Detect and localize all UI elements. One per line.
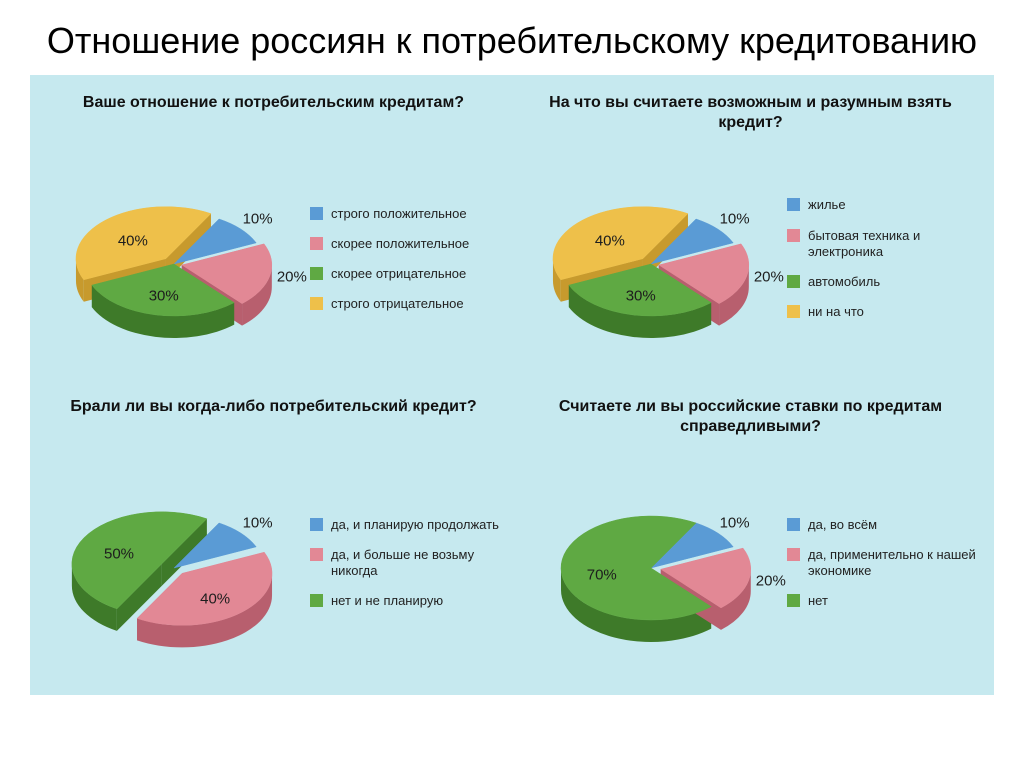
legend-label: нет и не планирую — [331, 593, 443, 609]
chart-panel-2: Брали ли вы когда-либо потребительский к… — [44, 397, 503, 677]
legend-swatch — [310, 548, 323, 561]
legend-2: да, и планирую продолжать да, и больше не… — [304, 517, 503, 610]
slice-percent-label: 30% — [149, 287, 179, 304]
legend-label: да, во всём — [808, 517, 877, 533]
legend-swatch — [787, 275, 800, 288]
chart-title: На что вы считаете возможным и разумным … — [521, 93, 980, 145]
legend-label: да, и больше не возьму никогда — [331, 547, 499, 580]
legend-swatch — [787, 518, 800, 531]
slice-percent-label: 10% — [243, 514, 273, 531]
slice-percent-label: 30% — [626, 287, 656, 304]
pie-chart-0: 10% 20% 30% 40% — [44, 159, 304, 359]
legend-item: бытовая техника и электроника — [787, 228, 976, 261]
pie-chart-2: 10% 40% 50% — [44, 463, 304, 663]
chart-title: Брали ли вы когда-либо потребительский к… — [44, 397, 503, 449]
chart-title: Ваше отношение к потребительским кредита… — [44, 93, 503, 145]
legend-swatch — [787, 229, 800, 242]
legend-label: нет — [808, 593, 828, 609]
legend-swatch — [787, 548, 800, 561]
legend-item: да, и планирую продолжать — [310, 517, 499, 533]
legend-item: строго отрицательное — [310, 296, 499, 312]
legend-label: строго отрицательное — [331, 296, 464, 312]
legend-swatch — [787, 594, 800, 607]
slice-percent-label: 40% — [595, 233, 625, 250]
page-title: Отношение россиян к потребительскому кре… — [0, 0, 1024, 75]
legend-label: да, и планирую продолжать — [331, 517, 499, 533]
legend-item: скорее положительное — [310, 236, 499, 252]
chart-grid: Ваше отношение к потребительским кредита… — [30, 75, 994, 695]
legend-label: автомобиль — [808, 274, 880, 290]
legend-item: да, и больше не возьму никогда — [310, 547, 499, 580]
legend-item: да, во всём — [787, 517, 976, 533]
pie-chart-1: 10% 20% 30% 40% — [521, 159, 781, 359]
chart-panel-1: На что вы считаете возможным и разумным … — [521, 93, 980, 373]
legend-item: ни на что — [787, 304, 976, 320]
pie-chart-3: 10%20%70% — [521, 463, 781, 663]
legend-item: автомобиль — [787, 274, 976, 290]
legend-swatch — [787, 305, 800, 318]
slice-percent-label: 40% — [118, 233, 148, 250]
legend-label: бытовая техника и электроника — [808, 228, 976, 261]
legend-swatch — [310, 237, 323, 250]
slice-percent-label: 20% — [754, 268, 784, 285]
legend-item: да, применительно к нашей экономике — [787, 547, 976, 580]
legend-swatch — [310, 207, 323, 220]
legend-1: жилье бытовая техника и электроника автомо… — [781, 197, 980, 320]
slice-percent-label: 40% — [200, 590, 230, 607]
slice-percent-label: 50% — [104, 545, 134, 562]
chart-panel-3: Считаете ли вы российские ставки по кред… — [521, 397, 980, 677]
legend-item: нет — [787, 593, 976, 609]
legend-0: строго положительное скорее положительное… — [304, 206, 503, 313]
legend-label: жилье — [808, 197, 846, 213]
legend-swatch — [310, 267, 323, 280]
legend-swatch — [787, 198, 800, 211]
legend-label: скорее положительное — [331, 236, 469, 252]
slice-percent-label: 70% — [587, 566, 617, 583]
chart-title: Считаете ли вы российские ставки по кред… — [521, 397, 980, 449]
chart-panel-0: Ваше отношение к потребительским кредита… — [44, 93, 503, 373]
legend-item: скорее отрицательное — [310, 266, 499, 282]
legend-label: ни на что — [808, 304, 864, 320]
slice-percent-label: 10% — [243, 210, 273, 227]
slice-percent-label: 20% — [756, 572, 786, 589]
slice-percent-label: 10% — [720, 514, 750, 531]
slice-percent-label: 10% — [720, 210, 750, 227]
legend-item: строго положительное — [310, 206, 499, 222]
slice-percent-label: 20% — [277, 268, 307, 285]
legend-label: строго положительное — [331, 206, 467, 222]
legend-item: нет и не планирую — [310, 593, 499, 609]
legend-swatch — [310, 297, 323, 310]
legend-label: да, применительно к нашей экономике — [808, 547, 976, 580]
legend-3: да, во всём да, применительно к нашей эко… — [781, 517, 980, 610]
legend-swatch — [310, 594, 323, 607]
legend-item: жилье — [787, 197, 976, 213]
legend-label: скорее отрицательное — [331, 266, 466, 282]
legend-swatch — [310, 518, 323, 531]
